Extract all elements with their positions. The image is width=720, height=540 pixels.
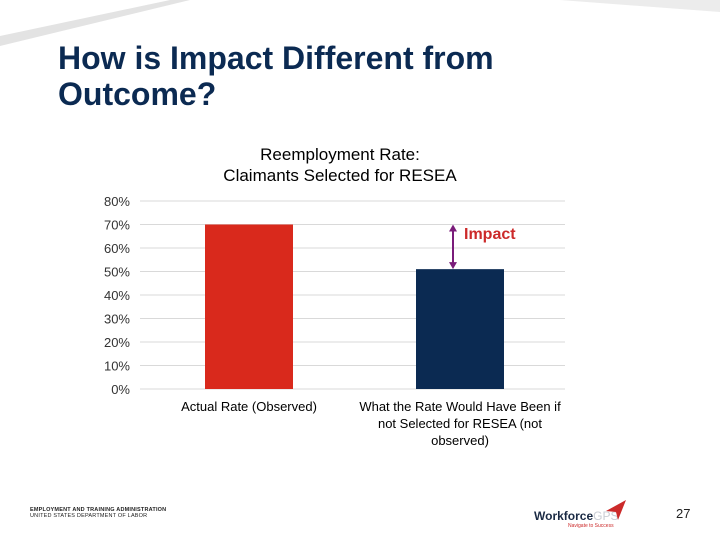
impact-arrow-head-down (449, 262, 457, 270)
logo-word-b: GPS (593, 509, 619, 523)
y-tick-label: 60% (104, 241, 130, 256)
dol-eta-footer: EMPLOYMENT AND TRAINING ADMINISTRATION U… (30, 507, 166, 519)
y-tick-label: 40% (104, 288, 130, 303)
y-tick-label: 80% (104, 194, 130, 209)
bar-0 (205, 224, 293, 389)
impact-arrow-head-up (449, 224, 457, 232)
logo-word-a: Workforce (534, 509, 594, 523)
chart-title-line-2: Claimants Selected for RESEA (223, 166, 457, 185)
y-tick-label: 50% (104, 265, 130, 280)
page-title: How is Impact Different from Outcome? (58, 40, 494, 112)
bar-1 (416, 269, 504, 389)
chart-title-line-1: Reemployment Rate: (260, 145, 420, 164)
category-label-counterfactual: What the Rate Would Have Been if not Sel… (359, 399, 561, 448)
page-number: 27 (676, 506, 691, 521)
y-tick-label: 70% (104, 218, 130, 233)
y-tick-label: 10% (104, 359, 130, 374)
logo-wordmark: WorkforceGPS (534, 509, 618, 523)
arrow-icon (606, 500, 626, 520)
impact-annotation-label: Impact (464, 226, 516, 243)
footer-org-line-2: UNITED STATES DEPARTMENT OF LABOR (30, 513, 148, 519)
y-tick-label: 30% (104, 312, 130, 327)
logo-tagline: Navigate to Success (568, 523, 614, 529)
y-tick-label: 0% (111, 382, 130, 397)
y-tick-label: 20% (104, 335, 130, 350)
category-label-actual: Actual Rate (Observed) (181, 399, 317, 414)
chart-title: Reemployment Rate: Claimants Selected fo… (160, 144, 520, 186)
footer-org-line-1: EMPLOYMENT AND TRAINING ADMINISTRATION (30, 507, 167, 513)
workforce-gps-logo: WorkforceGPS Navigate to Success (534, 498, 634, 530)
